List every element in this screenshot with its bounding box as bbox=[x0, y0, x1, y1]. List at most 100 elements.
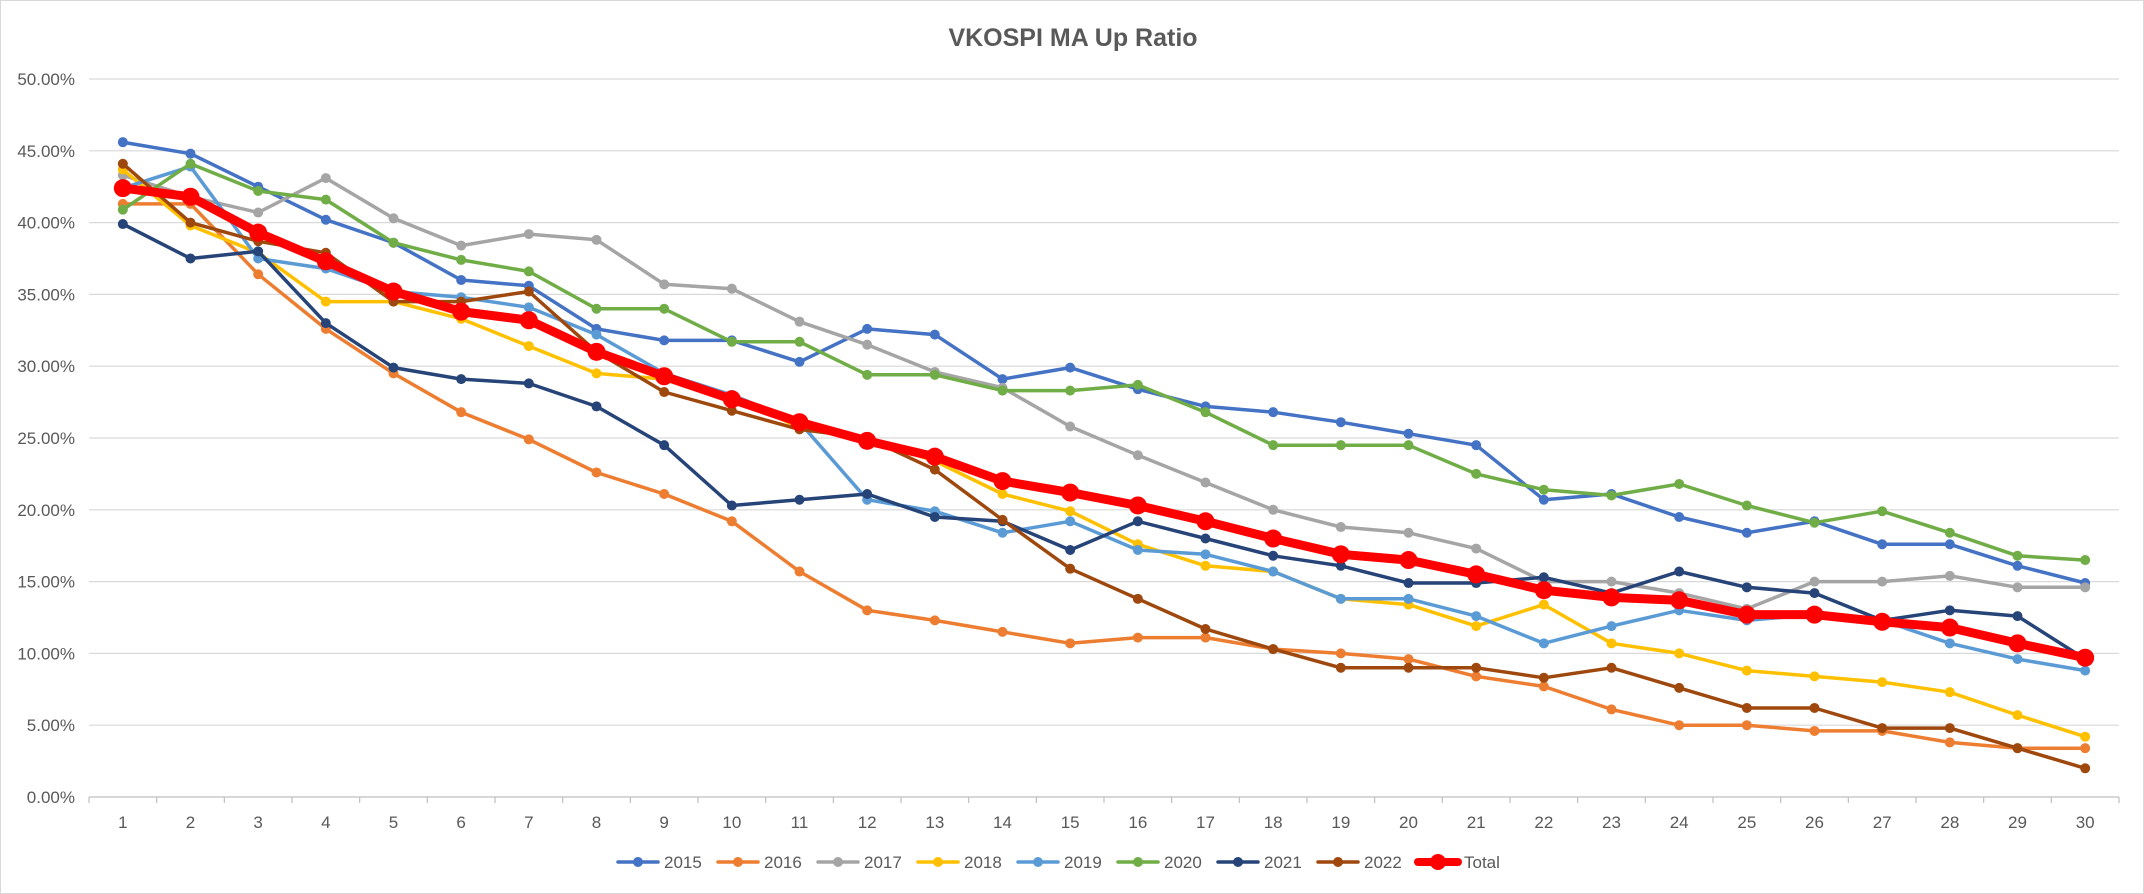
data-point bbox=[1331, 545, 1350, 564]
data-point bbox=[1538, 681, 1549, 692]
data-point bbox=[523, 341, 534, 352]
data-point bbox=[1200, 549, 1211, 560]
data-point bbox=[1944, 723, 1955, 734]
data-point bbox=[1809, 725, 1820, 736]
series-2015 bbox=[117, 137, 2091, 589]
data-point bbox=[1606, 621, 1617, 632]
data-point bbox=[925, 447, 944, 466]
data-point bbox=[790, 413, 809, 432]
y-tick-label: 10.00% bbox=[17, 644, 75, 663]
series-2022 bbox=[117, 158, 2091, 774]
data-point bbox=[523, 229, 534, 240]
data-point bbox=[1132, 516, 1143, 527]
data-point bbox=[2012, 710, 2023, 721]
data-point bbox=[1873, 612, 1892, 631]
data-point bbox=[997, 385, 1008, 396]
legend-item-total: Total bbox=[1414, 853, 1500, 872]
data-point bbox=[320, 318, 331, 329]
x-tick-label: 29 bbox=[2008, 813, 2027, 832]
data-point bbox=[591, 234, 602, 245]
data-point bbox=[1471, 440, 1482, 451]
y-tick-label: 5.00% bbox=[27, 716, 75, 735]
data-point bbox=[1944, 570, 1955, 581]
data-point bbox=[1809, 576, 1820, 587]
data-point bbox=[388, 362, 399, 373]
data-point bbox=[456, 407, 467, 418]
data-point bbox=[1674, 720, 1685, 731]
data-point bbox=[1128, 496, 1147, 515]
data-point bbox=[523, 434, 534, 445]
data-point bbox=[185, 158, 196, 169]
data-point bbox=[997, 489, 1008, 500]
x-tick-label: 3 bbox=[253, 813, 262, 832]
legend-swatch-marker bbox=[1233, 857, 1243, 867]
data-point bbox=[117, 158, 128, 169]
data-point bbox=[587, 342, 606, 361]
legend-swatch-marker bbox=[1430, 854, 1446, 870]
x-tick-label: 9 bbox=[659, 813, 668, 832]
data-point bbox=[1538, 638, 1549, 649]
gridlines bbox=[89, 78, 2119, 798]
data-point bbox=[1741, 720, 1752, 731]
data-point bbox=[659, 335, 670, 346]
data-point bbox=[1335, 440, 1346, 451]
data-point bbox=[1335, 662, 1346, 673]
x-tick-label: 5 bbox=[389, 813, 398, 832]
series-line-2021 bbox=[121, 222, 2087, 661]
legend-swatch-marker bbox=[633, 857, 643, 867]
data-point bbox=[384, 282, 403, 301]
data-point bbox=[1877, 539, 1888, 550]
x-tick-label: 28 bbox=[1940, 813, 1959, 832]
legend-label: 2021 bbox=[1264, 853, 1302, 872]
x-tick-label: 8 bbox=[592, 813, 601, 832]
data-point bbox=[1674, 478, 1685, 489]
data-point bbox=[1471, 621, 1482, 632]
data-point bbox=[1670, 591, 1689, 610]
data-point bbox=[659, 387, 670, 398]
y-tick-label: 35.00% bbox=[17, 285, 75, 304]
data-point bbox=[794, 494, 805, 505]
data-point bbox=[1809, 671, 1820, 682]
data-point bbox=[1877, 677, 1888, 688]
data-point bbox=[1737, 605, 1756, 624]
data-point bbox=[1335, 593, 1346, 604]
data-point bbox=[794, 356, 805, 367]
legend-item-2020: 2020 bbox=[1116, 853, 1202, 872]
data-point bbox=[320, 214, 331, 225]
legend-swatch-marker bbox=[1133, 857, 1143, 867]
data-point bbox=[726, 516, 737, 527]
data-point bbox=[1065, 516, 1076, 527]
legend-label: Total bbox=[1464, 853, 1500, 872]
series-line-2018 bbox=[121, 167, 2087, 739]
data-point bbox=[1200, 477, 1211, 488]
data-point bbox=[1335, 522, 1346, 533]
data-point bbox=[1403, 428, 1414, 439]
x-tick-label: 30 bbox=[2076, 813, 2095, 832]
data-point bbox=[253, 246, 264, 257]
data-point bbox=[1335, 417, 1346, 428]
data-point bbox=[1132, 379, 1143, 390]
data-point bbox=[1196, 512, 1215, 531]
data-point bbox=[794, 316, 805, 327]
data-point bbox=[1264, 529, 1283, 548]
series-lines bbox=[113, 137, 2095, 774]
data-point bbox=[117, 137, 128, 148]
data-point bbox=[1335, 648, 1346, 659]
x-tick-label: 14 bbox=[993, 813, 1012, 832]
y-tick-label: 50.00% bbox=[17, 70, 75, 89]
data-point bbox=[1538, 599, 1549, 610]
data-point bbox=[320, 173, 331, 184]
x-tick-label: 12 bbox=[858, 813, 877, 832]
data-point bbox=[659, 303, 670, 314]
data-point bbox=[591, 303, 602, 314]
data-point bbox=[1200, 623, 1211, 634]
data-point bbox=[1471, 671, 1482, 682]
data-point bbox=[1606, 662, 1617, 673]
series-2016 bbox=[117, 198, 2091, 754]
data-point bbox=[1335, 560, 1346, 571]
data-point bbox=[1471, 468, 1482, 479]
data-point bbox=[1538, 494, 1549, 505]
data-point bbox=[1944, 687, 1955, 698]
